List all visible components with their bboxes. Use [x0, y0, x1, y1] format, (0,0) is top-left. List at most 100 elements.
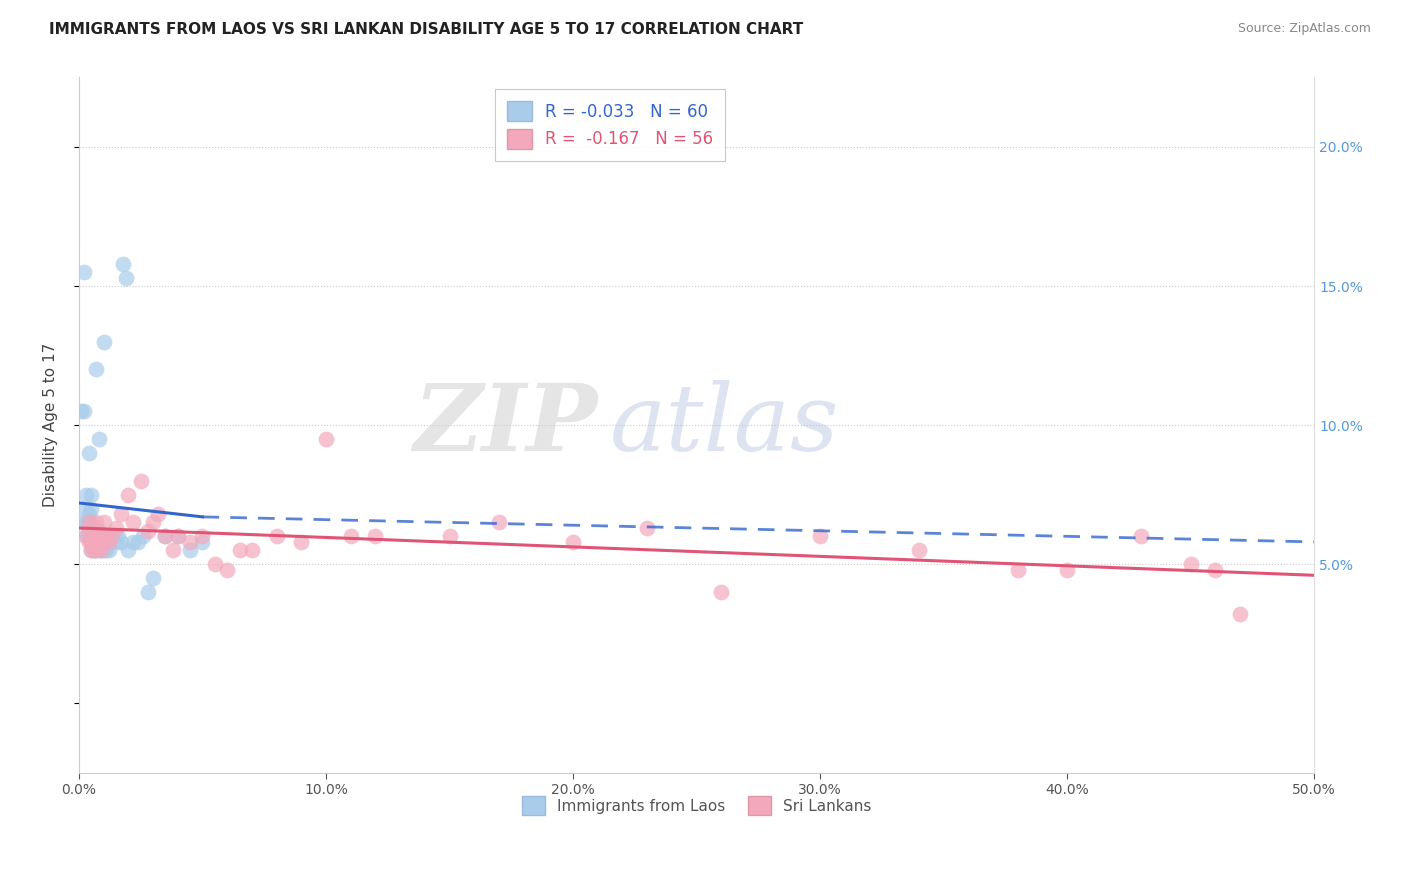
Point — [112, 257, 135, 271]
Point — [87, 529, 110, 543]
Point — [77, 535, 100, 549]
Point — [70, 404, 93, 418]
Point — [136, 524, 159, 538]
Point — [84, 362, 107, 376]
Point — [105, 521, 128, 535]
Point — [90, 543, 112, 558]
Point — [90, 529, 112, 543]
Point — [83, 524, 105, 538]
Point — [75, 529, 97, 543]
Point — [90, 529, 112, 543]
Point — [364, 529, 387, 543]
Point — [87, 543, 110, 558]
Point — [100, 529, 122, 543]
Point — [115, 270, 138, 285]
Point — [179, 535, 201, 549]
Point — [94, 543, 117, 558]
Text: ZIP: ZIP — [413, 380, 598, 470]
Point — [122, 535, 145, 549]
Point — [1007, 563, 1029, 577]
Point — [228, 543, 250, 558]
Point — [97, 543, 120, 558]
Point — [339, 529, 361, 543]
Point — [94, 535, 117, 549]
Text: IMMIGRANTS FROM LAOS VS SRI LANKAN DISABILITY AGE 5 TO 17 CORRELATION CHART: IMMIGRANTS FROM LAOS VS SRI LANKAN DISAB… — [49, 22, 803, 37]
Point — [439, 529, 461, 543]
Point — [93, 516, 115, 530]
Point — [90, 543, 112, 558]
Point — [80, 543, 103, 558]
Point — [75, 516, 97, 530]
Point — [122, 516, 145, 530]
Point — [315, 432, 337, 446]
Point — [83, 543, 105, 558]
Point — [1204, 563, 1226, 577]
Point — [127, 535, 149, 549]
Point — [266, 529, 288, 543]
Point — [80, 488, 103, 502]
Point — [83, 535, 105, 549]
Point — [110, 535, 132, 549]
Point — [129, 474, 152, 488]
Point — [103, 529, 125, 543]
Point — [132, 529, 155, 543]
Point — [83, 535, 105, 549]
Point — [77, 446, 100, 460]
Point — [97, 535, 120, 549]
Point — [142, 516, 165, 530]
Point — [117, 488, 139, 502]
Point — [70, 516, 93, 530]
Point — [97, 535, 120, 549]
Point — [94, 529, 117, 543]
Point — [83, 529, 105, 543]
Point — [73, 265, 96, 279]
Point — [73, 404, 96, 418]
Legend: Immigrants from Laos, Sri Lankans: Immigrants from Laos, Sri Lankans — [512, 788, 880, 824]
Point — [1229, 607, 1251, 622]
Text: Source: ZipAtlas.com: Source: ZipAtlas.com — [1237, 22, 1371, 36]
Point — [84, 543, 107, 558]
Point — [80, 543, 103, 558]
Point — [87, 432, 110, 446]
Point — [636, 521, 658, 535]
Point — [155, 529, 177, 543]
Point — [166, 529, 188, 543]
Point — [80, 535, 103, 549]
Point — [87, 535, 110, 549]
Y-axis label: Disability Age 5 to 17: Disability Age 5 to 17 — [44, 343, 58, 508]
Point — [77, 516, 100, 530]
Point — [77, 507, 100, 521]
Point — [75, 488, 97, 502]
Point — [488, 516, 510, 530]
Point — [83, 543, 105, 558]
Point — [191, 529, 214, 543]
Point — [84, 535, 107, 549]
Point — [710, 585, 733, 599]
Point — [84, 529, 107, 543]
Point — [146, 507, 169, 521]
Point — [136, 585, 159, 599]
Point — [117, 543, 139, 558]
Point — [75, 501, 97, 516]
Text: atlas: atlas — [610, 380, 839, 470]
Point — [87, 524, 110, 538]
Point — [93, 535, 115, 549]
Point — [562, 535, 585, 549]
Point — [80, 535, 103, 549]
Point — [179, 543, 201, 558]
Point — [80, 524, 103, 538]
Point — [1056, 563, 1078, 577]
Point — [93, 334, 115, 349]
Point — [75, 529, 97, 543]
Point — [107, 529, 129, 543]
Point — [80, 501, 103, 516]
Point — [77, 529, 100, 543]
Point — [90, 535, 112, 549]
Point — [84, 529, 107, 543]
Point — [105, 535, 128, 549]
Point — [80, 521, 103, 535]
Point — [290, 535, 312, 549]
Point — [191, 535, 214, 549]
Point — [100, 529, 122, 543]
Point — [808, 529, 831, 543]
